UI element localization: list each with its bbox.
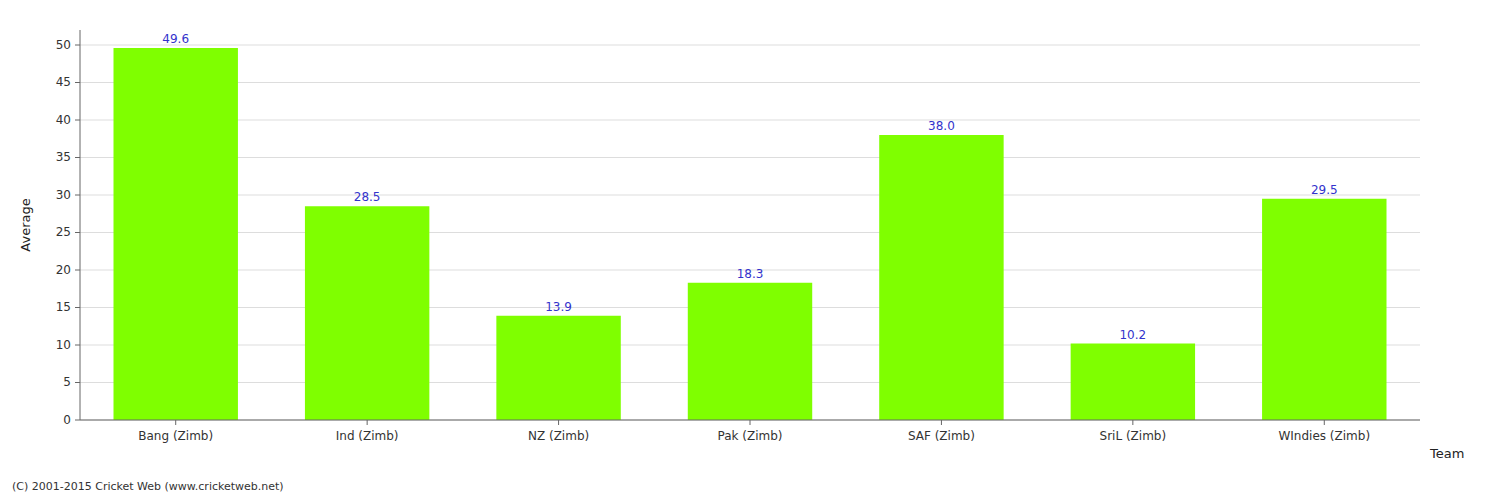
data-label: 10.2 <box>1119 328 1146 342</box>
chart-container: 0 5 10 15 20 25 30 35 40 45 50 49.6 28.5 13.9 18.3 38.0… <box>0 0 1500 500</box>
data-labels: 49.6 28.5 13.9 18.3 38.0 10.2 29.5 <box>162 32 1337 342</box>
grid-line <box>80 120 1420 121</box>
grid-line <box>80 157 1420 158</box>
data-label: 29.5 <box>1311 183 1338 197</box>
y-tick-label: 50 <box>56 38 71 52</box>
x-tick <box>750 420 751 425</box>
y-axis <box>80 30 81 420</box>
x-tick-label: NZ (Zimb) <box>528 429 589 443</box>
y-tick-label: 40 <box>56 113 71 127</box>
x-tick <box>1324 420 1325 425</box>
y-tick-label: 25 <box>56 225 71 239</box>
x-tick <box>175 420 176 425</box>
y-tick <box>75 307 80 308</box>
y-tick <box>75 120 80 121</box>
y-tick <box>75 270 80 271</box>
data-label: 13.9 <box>545 300 572 314</box>
bar <box>688 283 812 420</box>
bar <box>305 206 429 420</box>
x-tick-label: WIndies (Zimb) <box>1278 429 1370 443</box>
y-tick <box>75 82 80 83</box>
data-label: 38.0 <box>928 119 955 133</box>
y-tick-label: 10 <box>56 338 71 352</box>
x-tick-label: Pak (Zimb) <box>717 429 782 443</box>
x-axis-label: Team <box>1429 446 1464 461</box>
y-tick <box>75 232 80 233</box>
y-tick-label: 20 <box>56 263 71 277</box>
y-ticks: 0 5 10 15 20 25 30 35 40 45 50 <box>56 38 80 427</box>
grid-line <box>80 82 1420 83</box>
data-label: 49.6 <box>162 32 189 46</box>
chart: 0 5 10 15 20 25 30 35 40 45 50 49.6 28.5 13.9 18.3 38.0… <box>0 0 1500 500</box>
bars <box>114 48 1387 420</box>
bar <box>114 48 238 420</box>
x-tick-label: SriL (Zimb) <box>1100 429 1167 443</box>
y-tick-label: 0 <box>63 413 71 427</box>
y-grid <box>80 45 1420 420</box>
data-label: 28.5 <box>354 190 381 204</box>
bar <box>1071 344 1195 421</box>
y-tick <box>75 195 80 196</box>
bar <box>496 316 620 420</box>
x-tick-label: Ind (Zimb) <box>336 429 399 443</box>
y-tick <box>75 345 80 346</box>
y-tick <box>75 420 80 421</box>
y-axis-label: Average <box>18 198 33 251</box>
y-tick <box>75 45 80 46</box>
footnote: (C) 2001-2015 Cricket Web (www.cricketwe… <box>12 480 284 493</box>
x-ticks: Bang (Zimb) Ind (Zimb) NZ (Zimb) Pak (Zimb)… <box>138 420 1370 443</box>
x-tick <box>367 420 368 425</box>
x-tick <box>1132 420 1133 425</box>
y-tick-label: 5 <box>63 375 71 389</box>
data-label: 18.3 <box>737 267 764 281</box>
bar <box>879 135 1003 420</box>
grid-line <box>80 232 1420 233</box>
y-tick <box>75 382 80 383</box>
grid-line <box>80 195 1420 196</box>
x-tick <box>941 420 942 425</box>
grid-line <box>80 45 1420 46</box>
y-tick-label: 30 <box>56 188 71 202</box>
y-tick-label: 15 <box>56 300 71 314</box>
x-tick-label: Bang (Zimb) <box>138 429 213 443</box>
x-tick <box>558 420 559 425</box>
y-tick <box>75 157 80 158</box>
x-tick-label: SAF (Zimb) <box>908 429 975 443</box>
bar <box>1262 199 1386 420</box>
y-tick-label: 35 <box>56 150 71 164</box>
y-tick-label: 45 <box>56 75 71 89</box>
